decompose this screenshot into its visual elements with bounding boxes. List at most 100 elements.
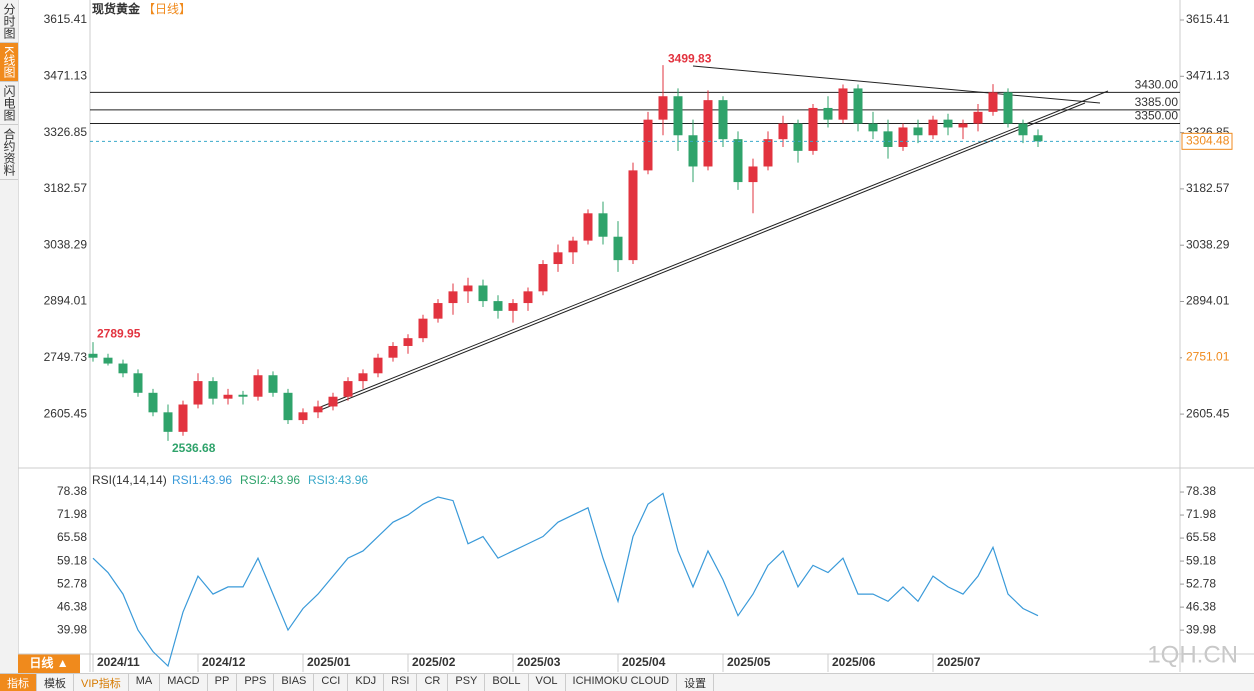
y-tick-label: 3471.13 [44, 68, 88, 82]
y-tick-label: 2605.45 [44, 406, 88, 420]
toolbar-button[interactable]: RSI [384, 674, 418, 691]
chart-title: 现货黄金 [92, 1, 141, 16]
chart-subtitle: 【日线】 [143, 2, 191, 16]
candle-body [763, 139, 773, 167]
y-tick-label: 3471.13 [1186, 68, 1230, 82]
candle-body [673, 96, 683, 136]
x-tick-label: 2025/03 [517, 655, 561, 669]
y-tick-label: 2894.01 [1186, 294, 1230, 308]
candle-body [733, 139, 743, 183]
y-tick-label: 39.98 [1186, 622, 1216, 636]
candle-body [973, 111, 983, 124]
side-tab[interactable]: 合约资料 [0, 125, 18, 181]
toolbar-button[interactable]: 指标 [0, 674, 37, 691]
toolbar-button[interactable]: MA [129, 674, 161, 691]
trendlines [317, 65, 1109, 412]
side-tab[interactable]: 闪电图 [0, 82, 18, 126]
toolbar-button[interactable]: VOL [529, 674, 566, 691]
toolbar-button[interactable]: KDJ [348, 674, 385, 691]
x-tick-label: 2025/05 [727, 655, 771, 669]
y-tick-label: 52.78 [57, 576, 87, 590]
toolbar-button[interactable]: ICHIMOKU CLOUD [566, 674, 678, 691]
candle-body [658, 96, 668, 120]
high-label: 3499.83 [668, 51, 712, 65]
candle-body [1018, 123, 1028, 136]
candle-body [223, 394, 233, 399]
y-tick-label: 71.98 [1186, 507, 1216, 521]
toolbar: 指标 模板 VIP指标 MA MACD PP PPS BIAS CCI KDJ RSI CR PSY BO… [0, 673, 1254, 691]
y-tick-label: 52.78 [1186, 576, 1216, 590]
toolbar-button[interactable]: 模板 [37, 674, 74, 691]
candle-body [703, 100, 713, 167]
rsi-legend: RSI3:43.96 [308, 473, 368, 487]
candle-body [1033, 135, 1043, 142]
y-tick-label: 39.98 [57, 622, 87, 636]
toolbar-button[interactable]: MACD [160, 674, 208, 691]
y-tick-label: 2749.73 [44, 350, 88, 364]
period-button[interactable] [18, 654, 80, 673]
chart: 日线 ▲ 现货黄金 【日线】 RSI(14,14,14) RSI1:43.96 … [18, 0, 1254, 673]
candle-body [883, 131, 893, 147]
period-label: 日线 ▲ [29, 655, 68, 670]
candle-body [1003, 92, 1013, 124]
candle-body [118, 363, 128, 374]
toolbar-button[interactable]: 设置 [677, 674, 715, 691]
high-label: 2789.95 [97, 326, 141, 340]
candle-body [793, 123, 803, 151]
candle-body [538, 264, 548, 292]
x-tick-label: 2025/07 [937, 655, 981, 669]
rsi-title: RSI(14,14,14) [92, 473, 167, 487]
side-tab[interactable]: 分时图 [0, 0, 18, 43]
x-tick-label: 2025/01 [307, 655, 351, 669]
toolbar-button[interactable]: PPS [237, 674, 275, 691]
rsi-legend: RSI2:43.96 [240, 473, 300, 487]
level-label: 3350.00 [1135, 109, 1179, 123]
price-tag-label: 3304.48 [1186, 133, 1230, 147]
candle-body [418, 318, 428, 339]
candle-body [868, 123, 878, 132]
candle-body [808, 107, 818, 151]
candle-body [148, 392, 158, 413]
y-tick-label: 78.38 [1186, 484, 1216, 498]
toolbar-button[interactable]: CR [417, 674, 449, 691]
candle-body [628, 170, 638, 261]
candle-body [688, 135, 698, 167]
x-tick-label: 2024/12 [202, 655, 246, 669]
y-tick-label: 65.58 [1186, 530, 1216, 544]
candle-body [463, 285, 473, 292]
candle-body [823, 107, 833, 120]
candle-body [238, 394, 248, 397]
candle-body [268, 375, 278, 393]
candle-body [508, 303, 518, 311]
y-tick-label: 3182.57 [44, 181, 88, 195]
y-tick-label: 46.38 [57, 599, 87, 613]
low-label: 2536.68 [172, 441, 216, 455]
candle-body [253, 375, 263, 397]
candle-body [373, 357, 383, 374]
toolbar-button[interactable]: PSY [448, 674, 486, 691]
x-tick-label: 2025/04 [622, 655, 666, 669]
toolbar-button[interactable]: BOLL [485, 674, 529, 691]
y-tick-label: 3038.29 [44, 237, 88, 251]
rsi-line [92, 492, 1039, 668]
candle-body [838, 88, 848, 120]
candle-body [643, 119, 653, 171]
candle-body [568, 240, 578, 253]
x-tick-label: 2024/11 [97, 655, 140, 669]
candle-body [433, 303, 443, 319]
x-tick-label: 2025/06 [832, 655, 876, 669]
toolbar-button[interactable]: BIAS [274, 674, 315, 691]
candle-body [88, 353, 98, 358]
candle-body [403, 338, 413, 346]
price-tag [1182, 349, 1232, 366]
candle-body [898, 127, 908, 147]
candle-body [913, 127, 923, 136]
toolbar-button[interactable]: VIP指标 [74, 674, 129, 691]
toolbar-button[interactable]: CCI [314, 674, 349, 691]
side-tab[interactable]: K线图 [0, 43, 18, 83]
candle-body [613, 236, 623, 261]
y-tick-label: 3326.85 [44, 125, 88, 139]
toolbar-button[interactable]: PP [208, 674, 238, 691]
candle-body [988, 92, 998, 112]
